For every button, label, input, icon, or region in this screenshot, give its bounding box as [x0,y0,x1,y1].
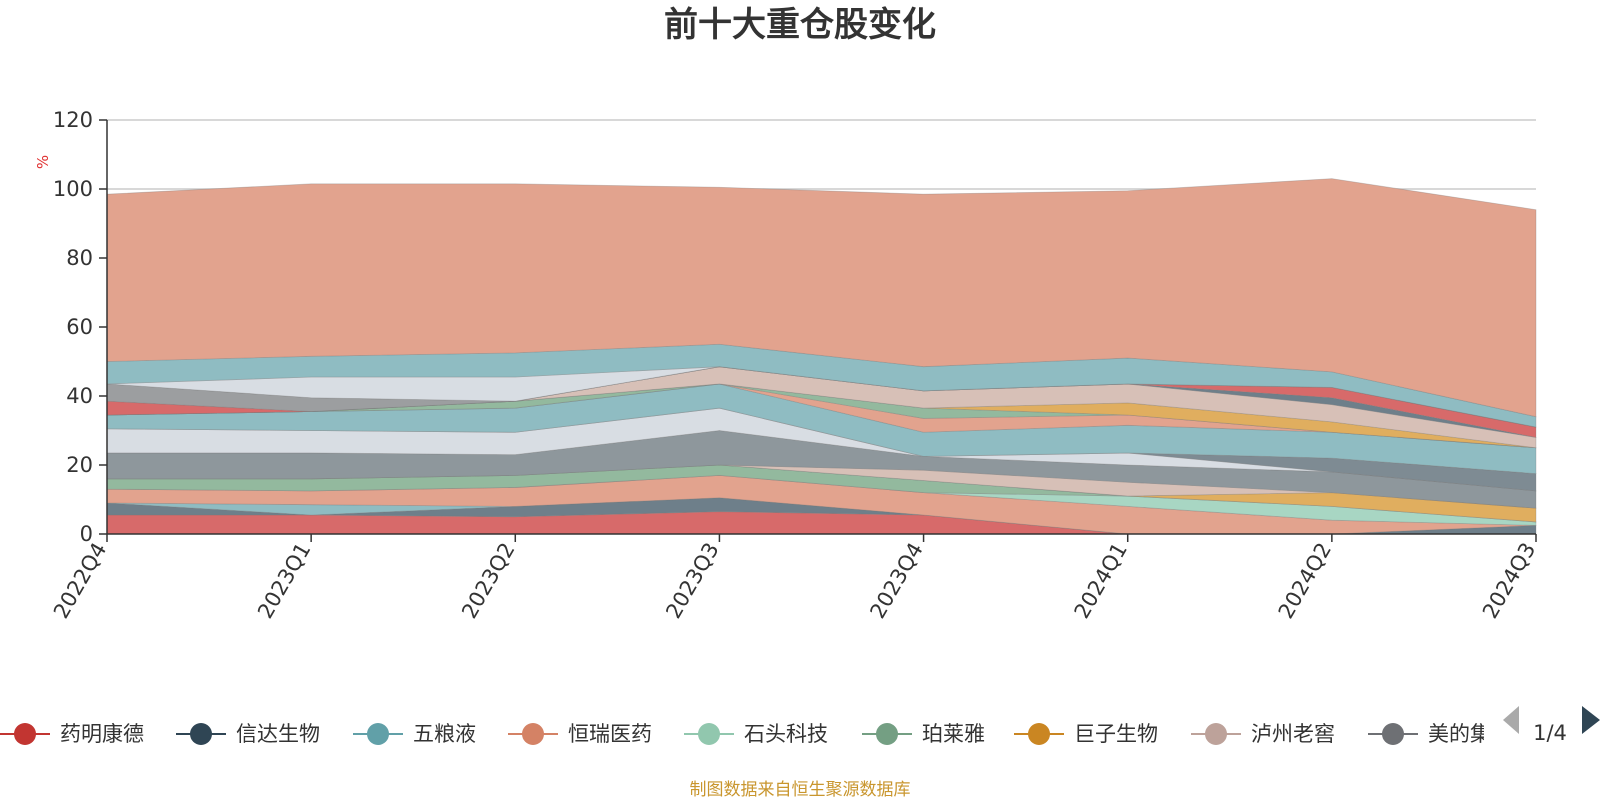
x-tick-label-6: 2024Q2 [1274,539,1336,623]
triangle-right-icon[interactable] [1582,706,1600,734]
legend-marker-1 [190,723,212,745]
legend-label-7: 泸州老窖 [1251,722,1335,746]
legend-item-0[interactable]: 药明康德 [0,722,144,746]
legend-marker-0 [14,723,36,745]
area-series [106,178,1537,535]
legend-label-3: 恒瑞医药 [568,722,652,746]
y-tick-label-1: 20 [66,453,93,477]
y-tick-label-0: 0 [80,522,93,546]
legend-marker-3 [522,723,544,745]
legend-item-4[interactable]: 石头科技 [684,722,828,746]
legend-clip-helper [1492,714,1493,715]
y-tick-label-4: 80 [66,246,93,270]
y-tick-label-6: 120 [53,108,93,132]
legend-label-4: 石头科技 [744,722,828,746]
legend-label-8: 美的集 [1428,722,1491,746]
legend-marker-7 [1205,723,1227,745]
x-tick-label-4: 2023Q4 [865,539,927,623]
area-band-11 [106,383,1537,475]
legend-item-1[interactable]: 信达生物 [176,722,320,746]
legend-marker-8 [1382,723,1404,745]
legend-items: 药明康德 信达生物 五粮液 恒瑞医药 石头科技 珀莱雅 巨子生物 泸州老窖 美的集 [0,722,1491,746]
legend-label-6: 巨子生物 [1074,722,1158,746]
legend-label-0: 药明康德 [60,722,144,746]
triangle-left-icon[interactable] [1503,706,1519,734]
legend-label-5: 珀莱雅 [922,722,985,746]
legend-item-7[interactable]: 泸州老窖 [1191,722,1335,746]
x-tick-label-3: 2023Q3 [661,539,723,623]
legend-marker-6 [1028,723,1050,745]
x-tick-label-7: 2024Q3 [1478,539,1540,623]
y-tick-label-3: 60 [66,315,93,339]
x-tick-label-2: 2023Q2 [457,539,519,623]
area-band-3 [106,474,1537,535]
area-band-20 [106,343,1537,428]
legend-item-2[interactable]: 五粮液 [353,722,476,746]
legend-item-5[interactable]: 珀莱雅 [862,722,985,746]
chart-title: 前十大重仓股变化 [664,5,936,45]
legend-item-6[interactable]: 巨子生物 [1014,722,1158,746]
y-axis-unit: % [34,155,52,169]
legend-marker-5 [876,723,898,745]
legend-item-3[interactable]: 恒瑞医药 [508,722,652,746]
x-tick-label-5: 2024Q1 [1070,539,1132,623]
legend-label-2: 五粮液 [413,722,476,746]
area-band-21 [106,178,1537,418]
legend-page-indicator: 1/4 [1533,721,1567,745]
legend-item-8[interactable]: 美的集 [1368,722,1491,746]
x-tick-label-1: 2023Q1 [253,539,315,623]
legend-marker-2 [367,723,389,745]
legend-label-1: 信达生物 [236,722,320,746]
y-tick-label-2: 40 [66,384,93,408]
y-tick-label-5: 100 [53,177,93,201]
area-band-4 [106,474,1537,526]
x-tick-label-0: 2022Q4 [49,539,111,623]
legend: 药明康德 信达生物 五粮液 恒瑞医药 石头科技 珀莱雅 巨子生物 泸州老窖 美的集 1/4 [0,706,1600,746]
data-source-note: 制图数据来自恒生聚源数据库 [690,780,911,800]
legend-marker-4 [698,723,720,745]
